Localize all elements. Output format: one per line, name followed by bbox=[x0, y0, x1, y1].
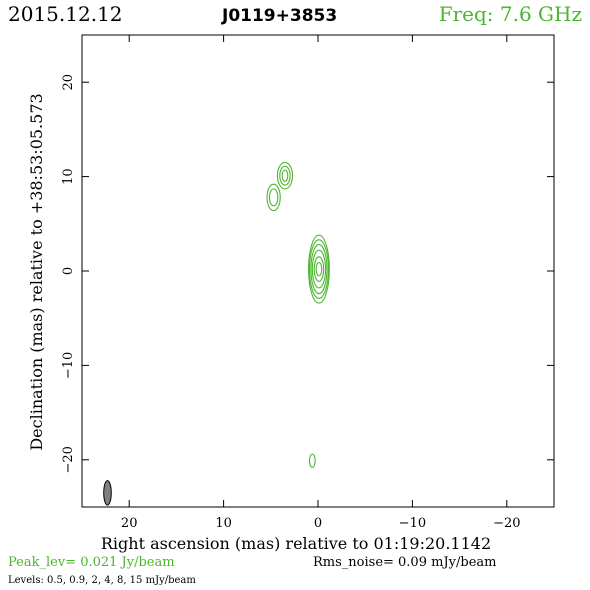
x-tick-label: 0 bbox=[314, 516, 322, 531]
contour-group-jet-1 bbox=[276, 161, 294, 190]
axis-ticks: 20 10 0 −10 −20 20 10 0 −10 −20 bbox=[61, 35, 554, 531]
contour-ring bbox=[311, 249, 327, 289]
contour-levels-label: Levels: 0.5, 0.9, 2, 4, 8, 15 mJy/beam bbox=[8, 575, 196, 586]
x-tick-label: 20 bbox=[121, 516, 138, 531]
contour-ring bbox=[279, 165, 291, 186]
contour-group-jet-2 bbox=[266, 183, 281, 212]
y-tick-label: −10 bbox=[61, 352, 76, 379]
x-tick-label: −20 bbox=[493, 516, 520, 531]
contour-ring bbox=[266, 183, 281, 212]
y-tick-label: 0 bbox=[61, 267, 76, 275]
x-tick-label: −10 bbox=[399, 516, 426, 531]
y-tick-label: −20 bbox=[61, 446, 76, 473]
contour-ring bbox=[310, 244, 328, 295]
peak-level-label: Peak_lev= 0.021 Jy/beam bbox=[8, 555, 175, 570]
contour-ring bbox=[308, 239, 329, 299]
contour-ring bbox=[315, 261, 323, 277]
y-tick-label: 10 bbox=[61, 168, 76, 185]
contour-ring bbox=[308, 453, 316, 468]
frequency-label: Freq: 7.6 GHz bbox=[439, 2, 582, 26]
rms-noise-label: Rms_noise= 0.09 mJy/beam bbox=[313, 555, 496, 570]
x-tick-label: 10 bbox=[215, 516, 232, 531]
observation-date: 2015.12.12 bbox=[8, 2, 123, 26]
y-axis-title: Declination (mas) relative to +38:53:05.… bbox=[27, 93, 46, 450]
plot-area bbox=[81, 34, 555, 508]
contour-group-core bbox=[308, 234, 330, 304]
contour-ring bbox=[308, 234, 330, 304]
contour-ring bbox=[276, 161, 294, 190]
contour-group-south-blob bbox=[308, 453, 316, 468]
contour-ring bbox=[268, 188, 279, 207]
y-tick-label: 20 bbox=[61, 74, 76, 91]
contour-ring bbox=[313, 256, 325, 282]
source-name: J0119+3853 bbox=[221, 6, 337, 26]
contour-layer bbox=[266, 161, 330, 468]
contour-ring bbox=[281, 169, 289, 182]
beam-ellipse bbox=[103, 480, 112, 506]
plot-frame bbox=[81, 34, 555, 508]
beam-layer bbox=[103, 480, 112, 506]
x-axis-title: Right ascension (mas) relative to 01:19:… bbox=[101, 534, 491, 553]
